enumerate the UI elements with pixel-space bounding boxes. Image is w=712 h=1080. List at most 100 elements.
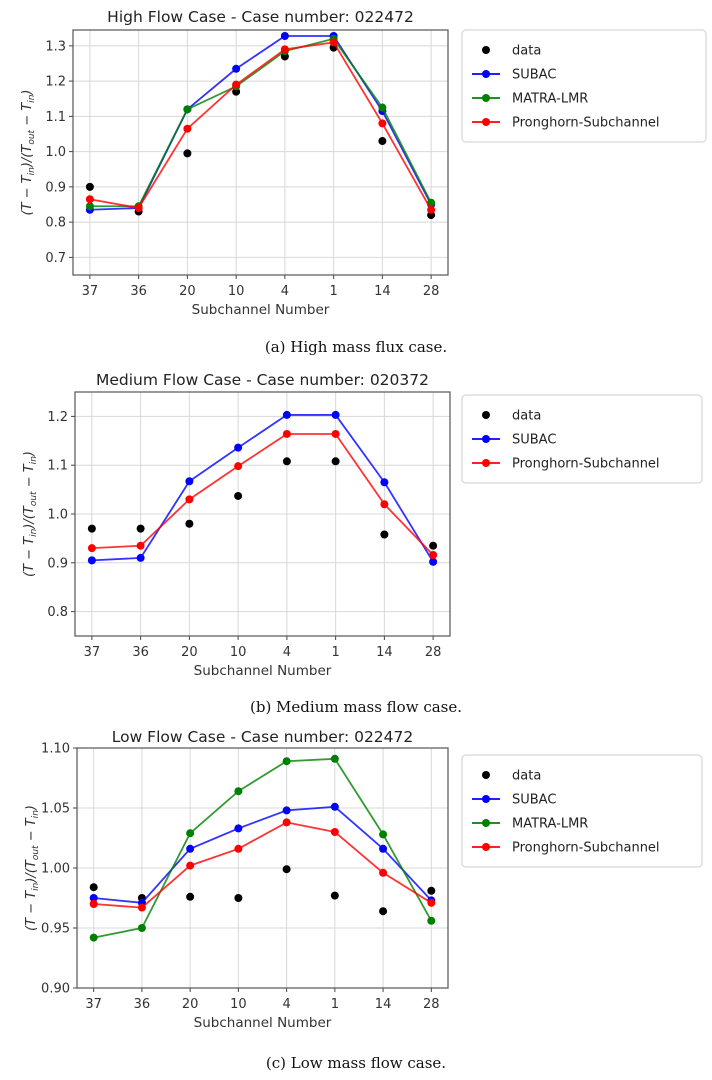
chart-title: High Flow Case - Case number: 022472	[107, 8, 414, 26]
data-point	[282, 806, 291, 815]
x-tick-label: 4	[281, 284, 289, 299]
data-point	[87, 556, 96, 565]
x-tick-label: 14	[376, 645, 393, 660]
series-line	[91, 433, 434, 556]
legend-marker	[482, 435, 490, 443]
data-point	[379, 868, 388, 877]
y-tick-label: 1.0	[47, 508, 68, 523]
x-tick-label: 36	[134, 997, 151, 1012]
series-line	[89, 37, 432, 208]
data-point	[234, 894, 243, 902]
chart-0: 37 36 20 10 4 1 14 28 0.7 0.8 0.9 1.0 1.1 1.2 1.3 High …	[20, 8, 707, 356]
data-point	[185, 495, 194, 504]
figure-caption: (a) High mass flux case.	[265, 338, 447, 356]
series-matra-lmr	[89, 754, 436, 942]
legend-item: SUBAC	[472, 433, 556, 448]
data-point	[429, 557, 438, 566]
legend-marker	[482, 819, 490, 827]
x-tick-label: 10	[230, 645, 247, 660]
data-point	[234, 787, 243, 796]
x-tick-label: 37	[84, 645, 101, 660]
y-tick-label: 0.9	[45, 180, 66, 195]
data-point	[234, 824, 243, 833]
data-point	[185, 477, 194, 486]
data-point	[89, 900, 98, 908]
data-point	[330, 754, 339, 763]
legend-item: data	[482, 409, 541, 424]
data-point	[234, 443, 243, 452]
data-point	[330, 828, 339, 836]
data-point	[186, 844, 195, 853]
series-line	[89, 41, 432, 211]
y-tick-label: 1.1	[47, 459, 68, 474]
series-data	[89, 865, 436, 916]
legend-label: Pronghorn-Subchannel	[512, 841, 660, 856]
x-axis-label: Subchannel Number	[194, 663, 332, 679]
chart-title: Low Flow Case - Case number: 022472	[112, 728, 414, 746]
legend-item: MATRA-LMR	[472, 817, 588, 832]
legend: data SUBAC MATRA-LMR Pronghorn-Subchannel	[461, 754, 703, 868]
y-tick-label: 1.2	[47, 410, 68, 425]
data-point	[232, 64, 241, 73]
chart-title: Medium Flow Case - Case number: 020372	[96, 371, 429, 389]
data-point	[380, 500, 389, 509]
data-point	[427, 886, 436, 895]
data-point	[331, 410, 340, 419]
data-point	[379, 830, 388, 839]
data-point	[378, 119, 387, 128]
data-point	[280, 31, 289, 40]
x-tick-label: 36	[130, 284, 147, 299]
x-tick-label: 10	[230, 997, 247, 1012]
legend-marker	[482, 46, 490, 54]
data-point	[232, 80, 241, 89]
y-tick-label: 0.8	[45, 216, 66, 231]
x-tick-label: 36	[132, 645, 149, 660]
data-point	[282, 818, 291, 827]
data-point	[186, 892, 195, 901]
data-point	[429, 550, 438, 559]
x-tick-label: 1	[329, 284, 337, 299]
figure-caption: (b) Medium mass flow case.	[250, 698, 462, 716]
legend-label: SUBAC	[512, 68, 556, 83]
data-point	[380, 530, 389, 539]
y-axis-label: (T − Tin​)/(Tout​ − Tin​)	[20, 90, 37, 216]
data-point	[137, 903, 146, 912]
x-tick-label: 28	[423, 284, 440, 299]
data-point	[87, 524, 96, 533]
legend-marker	[482, 70, 490, 78]
x-tick-label: 20	[181, 645, 198, 660]
data-point	[282, 410, 291, 419]
y-tick-label: 1.05	[41, 802, 70, 817]
data-point	[378, 103, 387, 112]
data-point	[282, 757, 291, 766]
legend-label: data	[512, 409, 541, 424]
legend-label: Pronghorn-Subchannel	[512, 457, 660, 472]
data-point	[380, 478, 389, 487]
series-subac	[87, 410, 438, 566]
legend-item: Pronghorn-Subchannel	[472, 457, 660, 472]
legend-label: data	[512, 769, 541, 784]
data-point	[378, 137, 387, 146]
legend-label: SUBAC	[512, 793, 556, 808]
legend-marker	[482, 771, 490, 779]
legend-item: data	[482, 44, 541, 59]
x-tick-label: 37	[82, 284, 99, 299]
data-point	[427, 205, 436, 214]
data-point	[331, 457, 340, 466]
legend-item: MATRA-LMR	[472, 92, 588, 107]
x-axis-label: Subchannel Number	[192, 302, 330, 318]
y-tick-label: 1.00	[41, 862, 70, 877]
data-point	[89, 894, 98, 902]
data-point	[134, 204, 143, 213]
y-tick-label: 0.7	[45, 251, 66, 266]
data-point	[379, 907, 388, 916]
x-tick-label: 1	[331, 997, 339, 1012]
data-point	[87, 544, 96, 553]
legend-item: Pronghorn-Subchannel	[472, 841, 660, 856]
legend-marker	[482, 94, 490, 102]
y-axis-label: (T − Tin​)/(Tout​ − Tin​)	[24, 805, 41, 931]
series-line	[93, 821, 432, 909]
legend-frame	[461, 394, 703, 484]
x-tick-label: 28	[425, 645, 442, 660]
